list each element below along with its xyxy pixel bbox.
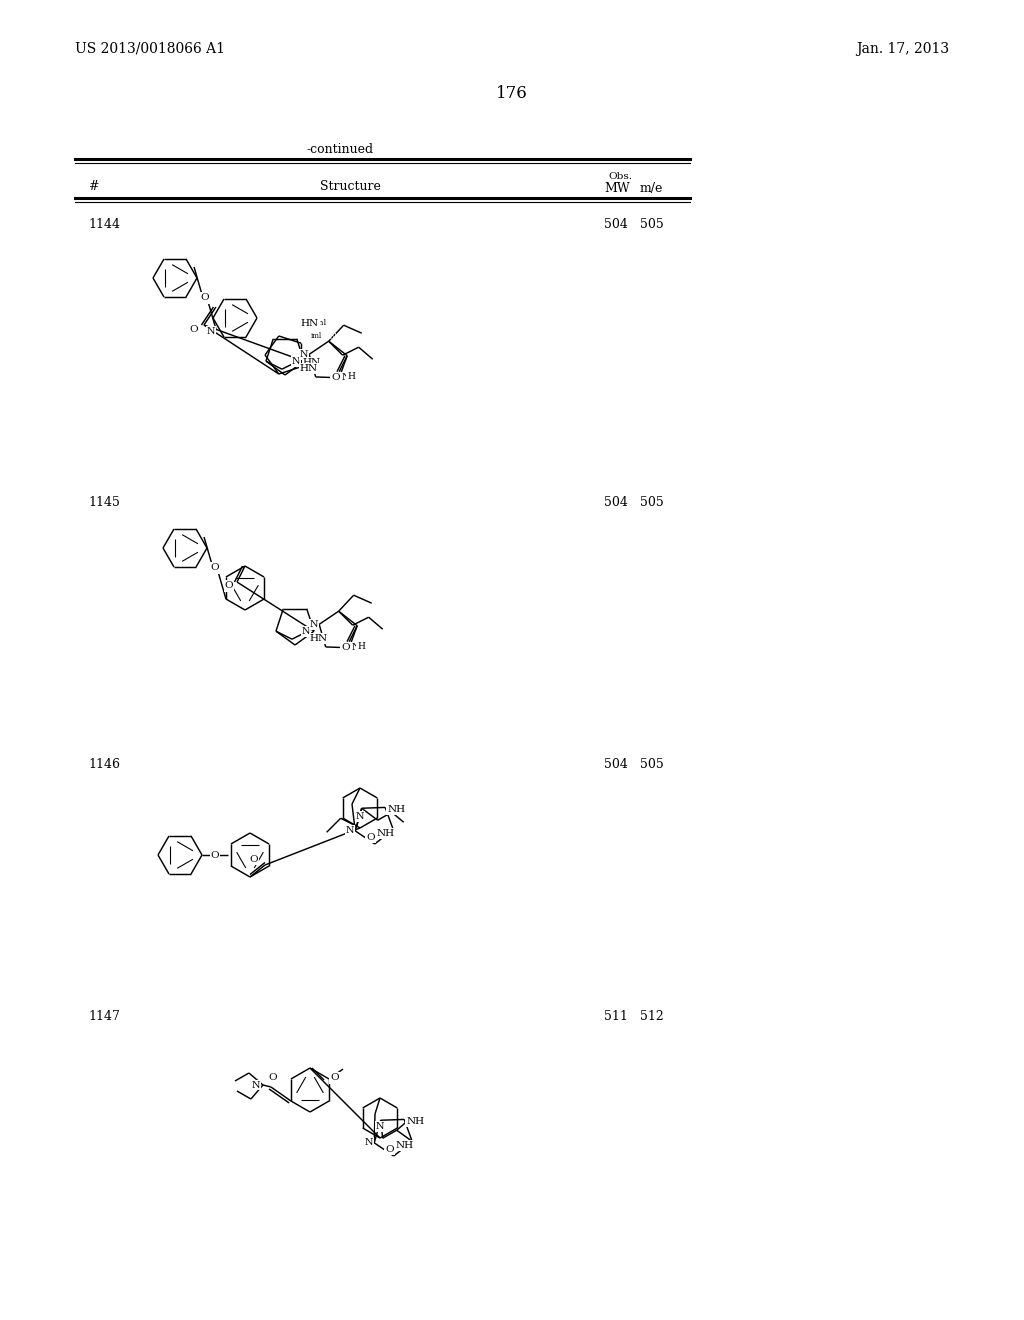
Text: N: N (346, 826, 354, 836)
Text: 504: 504 (604, 758, 628, 771)
Text: 176: 176 (496, 84, 528, 102)
Text: 1147: 1147 (88, 1010, 120, 1023)
Text: MW: MW (604, 182, 630, 195)
Text: O: O (341, 643, 349, 652)
Text: 512: 512 (640, 1010, 664, 1023)
Text: N: N (341, 374, 349, 383)
Text: 504: 504 (604, 218, 628, 231)
Text: H: H (357, 643, 365, 651)
Text: O: O (331, 374, 340, 383)
Text: -continued: -continued (306, 143, 374, 156)
Text: HN: HN (301, 318, 319, 327)
Text: N: N (292, 356, 300, 366)
Text: HN: HN (309, 635, 328, 643)
Text: 1145: 1145 (88, 496, 120, 510)
Text: 1146: 1146 (88, 758, 120, 771)
Text: 505: 505 (640, 218, 664, 231)
Text: O: O (189, 325, 199, 334)
Text: 505: 505 (640, 758, 664, 771)
Text: NH: NH (387, 805, 406, 814)
Text: H: H (347, 372, 355, 381)
Text: N: N (300, 350, 308, 359)
Text: 511: 511 (604, 1010, 628, 1023)
Text: iml: iml (326, 333, 338, 341)
Text: 504: 504 (604, 496, 628, 510)
Text: NH: NH (377, 829, 395, 838)
Text: Obs.: Obs. (608, 172, 632, 181)
Text: NH: NH (407, 1117, 424, 1126)
Text: N: N (252, 1081, 260, 1089)
Text: HN: HN (303, 358, 321, 367)
Text: N: N (376, 1122, 384, 1131)
Text: N: N (355, 812, 365, 821)
Text: N: N (365, 1138, 373, 1147)
Text: O: O (211, 564, 219, 573)
Text: O: O (224, 582, 233, 590)
Text: O: O (366, 833, 375, 842)
Text: O: O (201, 293, 209, 302)
Text: #: # (88, 180, 98, 193)
Text: N: N (207, 327, 215, 337)
Text: NH: NH (395, 1140, 414, 1150)
Text: iml: iml (310, 333, 322, 341)
Text: O: O (385, 1144, 393, 1154)
Text: O: O (268, 1072, 278, 1081)
Text: HN: HN (300, 364, 317, 374)
Text: O: O (211, 850, 219, 859)
Text: O: O (330, 1073, 339, 1082)
Text: Jan. 17, 2013: Jan. 17, 2013 (856, 42, 949, 55)
Text: N: N (309, 620, 318, 628)
Text: Structure: Structure (319, 180, 381, 193)
Text: N: N (351, 643, 359, 652)
Text: N: N (301, 627, 310, 636)
Text: iml: iml (313, 319, 327, 327)
Text: 1144: 1144 (88, 218, 120, 231)
Text: m/e: m/e (640, 182, 664, 195)
Text: US 2013/0018066 A1: US 2013/0018066 A1 (75, 42, 225, 55)
Text: O: O (250, 854, 258, 863)
Text: 505: 505 (640, 496, 664, 510)
